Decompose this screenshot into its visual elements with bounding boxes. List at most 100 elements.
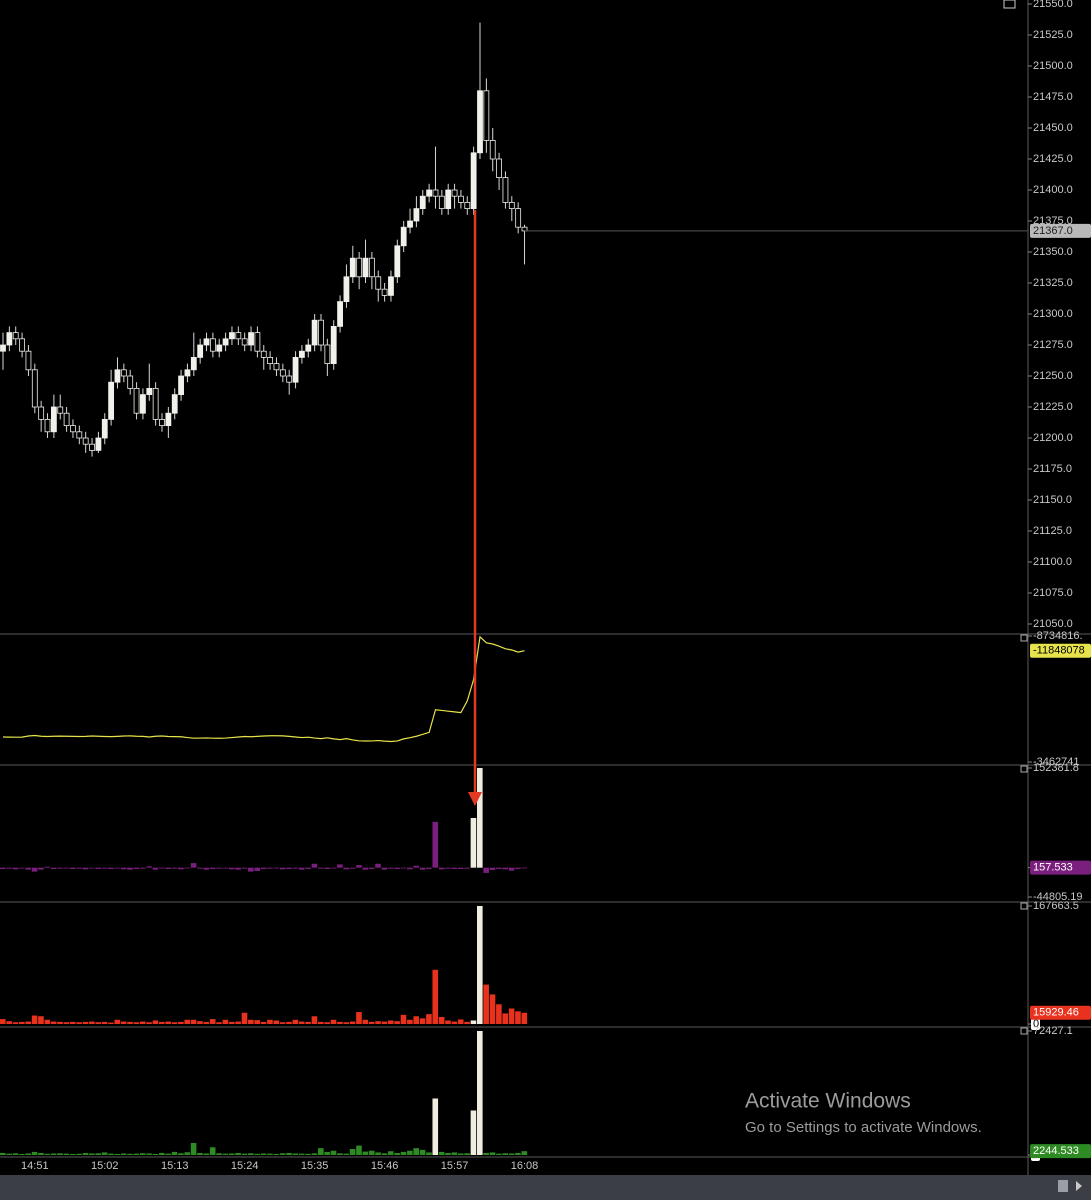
volume-bar [349,867,356,869]
volume-bar [508,867,515,871]
volume-bar [426,867,432,869]
volume-bar [445,867,451,869]
y-tick-label: -8734816. [1033,630,1083,642]
close-pane-icon[interactable] [1020,1027,1028,1035]
volume-bar [432,969,439,1024]
volume-bar [419,1149,426,1155]
volume-bar [139,1021,146,1024]
y-tick-label: 21525.0 [1033,29,1073,41]
volume-bar [464,1021,470,1024]
volume-bar [241,867,248,869]
volume-bar [165,1021,171,1024]
volume-bar [318,1021,324,1024]
y-tick-label: 21200.0 [1033,432,1073,444]
y-tick-label: 21150.0 [1033,494,1072,506]
volume-bar [273,1020,280,1024]
volume-bar [216,1022,222,1024]
volume-bar [451,867,458,869]
volume-bar [502,1153,509,1155]
scroll-bar[interactable] [0,1175,1091,1200]
volume-bar [6,1021,12,1024]
scroll-arrow[interactable] [1076,1181,1082,1191]
volume-bar [508,1153,515,1155]
volume-bar [477,1031,483,1155]
volume-bar [298,1021,305,1024]
volume-bar [515,1152,521,1155]
volume-bar [248,867,254,872]
candle-body [362,257,369,278]
close-pane-icon[interactable] [1020,902,1028,910]
volume-bar [6,1153,12,1155]
volume-bar [375,863,381,868]
watermark-text: Go to Settings to activate Windows. [745,1119,982,1136]
candle-body [286,375,293,383]
volume-bar [451,1152,458,1155]
candle-body [305,344,312,352]
volume-bar [305,1153,311,1155]
volume-bar [508,1008,515,1024]
volume-bar [394,1021,400,1024]
candle-body [349,257,356,278]
volume-bar [152,867,159,870]
volume-bar [235,867,241,870]
volume-bar [203,1021,210,1024]
volume-bar [120,1153,127,1155]
candle-body [19,338,25,352]
volume-bar [324,867,330,869]
volume-bar [426,1014,432,1024]
candle-body [445,189,452,210]
pane-icon[interactable] [1003,0,1016,9]
volume-bar [413,1148,419,1155]
candle-body [248,332,254,346]
volume-bar [432,1098,439,1155]
volume-bar [25,1021,32,1024]
volume-bar [324,1151,330,1155]
volume-bar [337,864,343,868]
y-tick-label: 167663.5 [1033,900,1079,912]
candle-body [419,195,426,209]
volume-bar [146,866,152,868]
candle-body [324,344,331,365]
volume-bar [318,1148,324,1155]
volume-bar [63,1153,70,1155]
candle-body [267,356,274,364]
close-pane-icon[interactable] [1020,634,1028,642]
volume-bar [381,1021,388,1024]
volume-bar [387,1151,394,1155]
volume-bar [470,817,477,868]
volume-bar [356,1012,362,1024]
volume-bar [394,1152,400,1155]
scroll-thumb[interactable] [1058,1180,1068,1192]
candle-body [388,276,394,296]
volume-bar [470,1020,477,1024]
volume-bar [279,1022,286,1024]
volume-bar [50,1153,57,1155]
readout-label: -11848078 [1033,645,1085,657]
close-pane-icon[interactable] [1020,765,1028,773]
volume-bar [235,1021,241,1024]
candle-body [209,338,216,352]
candle-body [38,406,45,420]
y-tick-label: 21225.0 [1033,401,1073,413]
volume-bar [63,867,70,869]
volume-bar [127,867,133,870]
volume-bar [267,867,273,869]
y-tick-label: 21475.0 [1033,91,1073,103]
volume-bar [25,867,32,870]
volume-bar [184,1019,191,1024]
candle-body [44,418,51,433]
volume-bar [31,1151,38,1155]
volume-bar [165,1153,171,1155]
y-tick-label: 21450.0 [1033,122,1073,134]
y-tick-label: 21250.0 [1033,370,1073,382]
volume-bar [101,867,108,869]
candle-body [82,437,89,445]
volume-bar [483,867,489,873]
volume-bar [76,1153,82,1155]
volume-bar [19,867,25,869]
candle-body [438,195,445,209]
candle-body [178,375,184,396]
last-value-label: 157.533 [1033,861,1073,873]
candle-body [330,325,337,364]
